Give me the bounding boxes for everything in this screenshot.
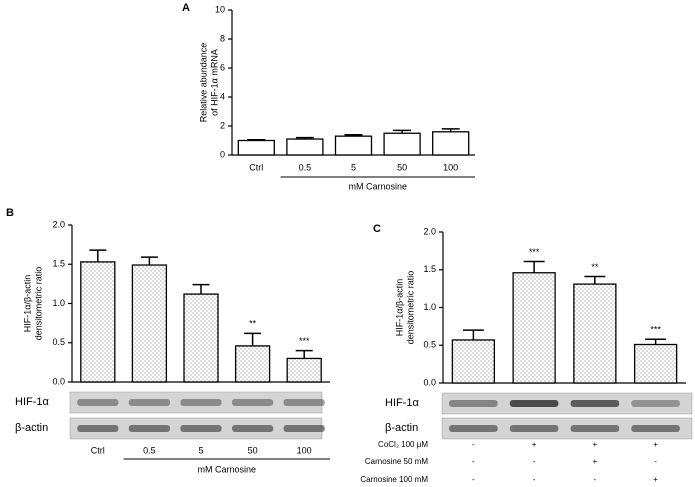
y-tick-label: 6	[220, 62, 225, 72]
blot-band	[128, 399, 171, 406]
blot-strip	[441, 417, 693, 440]
panel-label: A	[182, 2, 190, 14]
panel-label: B	[6, 207, 14, 219]
treatment-mark: -	[472, 457, 475, 466]
bar	[131, 264, 168, 383]
blot-band	[283, 425, 325, 432]
treatment-mark: -	[533, 475, 536, 484]
y-tick-label: 8	[220, 33, 225, 43]
bar	[383, 132, 421, 156]
bar	[334, 135, 373, 156]
bar	[286, 357, 322, 383]
blot-band	[180, 425, 222, 432]
y-axis-label: HIF-1α/β-actin	[394, 279, 404, 336]
y-tick-label: 1.0	[52, 298, 65, 308]
treatment-mark: -	[533, 457, 536, 466]
blot-band	[77, 399, 119, 406]
y-axis-label: Relative abundance	[198, 43, 208, 123]
treatment-label: Carnosine 50 mM	[365, 457, 428, 466]
x-tick-label: 100	[297, 445, 312, 455]
blot-label: HIF-1α	[385, 397, 420, 409]
blot-band	[77, 425, 119, 432]
blot-band	[449, 400, 498, 407]
x-tick-label: 5	[198, 445, 203, 455]
y-tick-label: 0.0	[52, 376, 65, 386]
y-axis-label: of HIF-1α mRNA	[209, 49, 219, 116]
blot-strip	[69, 391, 323, 414]
bar	[432, 131, 470, 156]
treatment-label: CoCl₂ 100 μM	[378, 440, 428, 449]
x-tick-label: Ctrl	[249, 162, 263, 172]
treatment-mark: -	[472, 475, 475, 484]
bar	[286, 138, 324, 156]
treatment-mark: +	[532, 440, 537, 449]
x-tick-label: 0.5	[143, 445, 156, 455]
bar	[183, 293, 219, 383]
x-tick-label: 100	[443, 162, 458, 172]
bar	[237, 139, 275, 156]
group-label: mM Carnosine	[198, 464, 257, 474]
blot-band	[231, 399, 274, 406]
y-tick-label: 4	[220, 91, 225, 101]
significance: ***	[650, 325, 661, 335]
significance: ***	[529, 247, 540, 257]
bar	[234, 345, 271, 383]
x-tick-label: 0.5	[299, 162, 312, 172]
bar	[573, 283, 617, 384]
blot-strip	[441, 392, 693, 415]
treatment-mark: -	[654, 457, 657, 466]
y-tick-label: 10	[215, 4, 225, 14]
y-tick-label: 2.0	[52, 219, 65, 229]
y-tick-label: 2.0	[423, 226, 436, 236]
blot-band	[180, 399, 222, 406]
y-tick-label: 0.5	[52, 337, 65, 347]
x-tick-label: 50	[248, 445, 258, 455]
significance: ***	[299, 336, 310, 346]
blot-band	[570, 400, 620, 407]
x-tick-label: Ctrl	[91, 445, 105, 455]
x-tick-label: 5	[351, 162, 356, 172]
y-tick-label: 1.0	[423, 302, 436, 312]
y-tick-label: 0	[220, 149, 225, 159]
treatment-mark: -	[472, 440, 475, 449]
bar	[512, 272, 556, 384]
bar	[633, 343, 678, 384]
blot-label: β-actin	[15, 422, 48, 434]
y-tick-label: 1.5	[52, 259, 65, 269]
significance: **	[249, 319, 257, 329]
y-tick-label: 0.0	[423, 377, 436, 387]
treatment-mark: +	[593, 457, 598, 466]
blot-band	[283, 399, 325, 406]
y-axis-label: densitometric ratio	[33, 267, 43, 341]
treatment-mark: +	[653, 440, 658, 449]
y-axis-label: HIF-1α/β-actin	[22, 275, 32, 332]
y-axis-label: densitometric ratio	[405, 271, 415, 345]
blot-band	[231, 425, 274, 432]
group-label: mM Carnosine	[349, 181, 408, 191]
y-tick-label: 0.5	[423, 340, 436, 350]
x-tick-label: 50	[397, 162, 407, 172]
bar	[80, 261, 116, 383]
blot-band	[631, 400, 680, 407]
blot-band	[570, 425, 620, 432]
blot-label: β-actin	[385, 422, 418, 434]
treatment-label: Carnosine 100 mM	[360, 475, 428, 484]
blot-band	[509, 400, 559, 407]
significance: **	[591, 262, 599, 272]
blot-label: HIF-1α	[15, 396, 50, 408]
blot-band	[631, 425, 680, 432]
treatment-mark: +	[653, 475, 658, 484]
blot-band	[128, 425, 171, 432]
blot-band	[509, 425, 559, 432]
blot-band	[449, 425, 498, 432]
bar	[451, 339, 496, 384]
y-tick-label: 2	[220, 120, 225, 130]
treatment-mark: +	[593, 440, 598, 449]
y-tick-label: 1.5	[423, 264, 436, 274]
treatment-mark: -	[594, 475, 597, 484]
panel-label: C	[373, 223, 381, 235]
